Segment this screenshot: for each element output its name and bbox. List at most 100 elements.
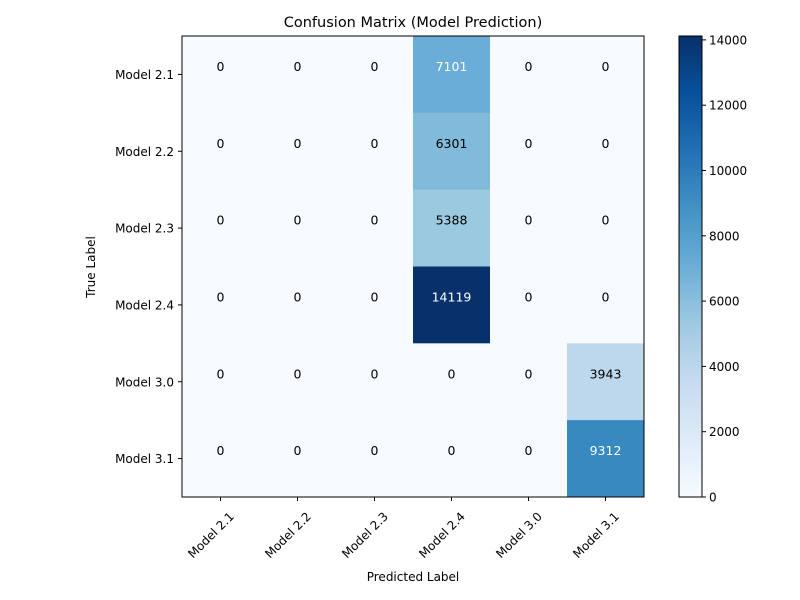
- colorbar-gradient: [678, 35, 703, 498]
- heatmap-cell: [182, 343, 260, 421]
- heatmap-cell: [259, 112, 337, 191]
- cell-value-label: 0: [448, 366, 456, 381]
- heatmap-cell: [567, 266, 645, 344]
- x-tick-label: Model 2.1: [185, 509, 237, 561]
- cell-value-label: 0: [525, 289, 533, 304]
- heatmap-cell: [490, 343, 568, 421]
- heatmap-cell: [259, 343, 337, 421]
- cell-value-label: 0: [217, 136, 225, 151]
- cell-value-label: 0: [448, 443, 456, 458]
- cell-value-label: 0: [371, 59, 379, 74]
- cell-value-label: 0: [294, 136, 302, 151]
- x-tick-label: Model 2.3: [339, 509, 391, 561]
- x-tick-label: Model 2.4: [416, 509, 468, 561]
- y-tick-label: Model 3.0: [115, 375, 174, 389]
- heatmap-cell: [567, 189, 645, 267]
- cell-value-label: 0: [371, 213, 379, 228]
- cell-value-label: 0: [217, 213, 225, 228]
- cell-value-label: 0: [602, 289, 610, 304]
- cell-value-label: 0: [371, 366, 379, 381]
- heatmap-cell: [413, 420, 491, 498]
- cell-value-label: 0: [602, 59, 610, 74]
- cell-value-label: 7101: [436, 59, 468, 74]
- cell-value-label: 0: [371, 136, 379, 151]
- heatmap-cell: [336, 266, 414, 344]
- cell-value-label: 0: [294, 213, 302, 228]
- plot-frame: [181, 35, 645, 498]
- heatmap-cell: [490, 420, 568, 498]
- heatmap-cell: [336, 420, 414, 498]
- cell-value-label: 0: [294, 289, 302, 304]
- cell-value-label: 6301: [436, 136, 468, 151]
- cell-value-label: 14119: [432, 289, 472, 304]
- heatmap-cell: [567, 343, 645, 421]
- heatmap-cell: [413, 112, 491, 191]
- heatmap-cell: [336, 189, 414, 267]
- heatmap-cell: [490, 112, 568, 191]
- heatmap-cell: [259, 189, 337, 267]
- cell-value-label: 0: [294, 443, 302, 458]
- cell-value-label: 0: [294, 366, 302, 381]
- colorbar-tick-label: 12000: [709, 99, 747, 113]
- colorbar-tick-label: 2000: [709, 425, 740, 439]
- cell-value-label: 0: [217, 59, 225, 74]
- heatmap-cell: [490, 36, 568, 114]
- colorbar-tick-label: 6000: [709, 295, 740, 309]
- y-tick-label: Model 2.1: [115, 68, 174, 82]
- chart-title: Confusion Matrix (Model Prediction): [284, 15, 543, 31]
- heatmap-cell: [336, 343, 414, 421]
- heatmap-cell: [413, 36, 491, 114]
- colorbar-ticks: 0 2000 4000 6000 8000 10000 12000 14000: [702, 33, 747, 505]
- heatmap-cell: [567, 420, 645, 498]
- cell-value-label: 0: [525, 366, 533, 381]
- heatmap-cell: [413, 266, 491, 344]
- heatmap-cell: [182, 36, 260, 114]
- heatmap-cell: [413, 189, 491, 267]
- heatmap-cell: [182, 112, 260, 191]
- cell-value-label: 0: [525, 59, 533, 74]
- cell-value-label: 0: [602, 213, 610, 228]
- cell-value-label: 0: [371, 443, 379, 458]
- heatmap-cell: [182, 189, 260, 267]
- cell-value-label: 0: [525, 443, 533, 458]
- heatmap-cell: [259, 420, 337, 498]
- x-tick-label: Model 3.1: [570, 509, 622, 561]
- x-tick-label: Model 3.0: [493, 509, 545, 561]
- cell-value-label: 3943: [590, 366, 622, 381]
- x-tick-label: Model 2.2: [262, 509, 314, 561]
- heatmap-cell: [182, 266, 260, 344]
- cell-value-label: 0: [525, 213, 533, 228]
- heatmap-cell: [490, 266, 568, 344]
- x-axis-ticks: Model 2.1 Model 2.2 Model 2.3 Model 2.4 Mode…: [185, 497, 622, 561]
- heatmap-cell: [336, 36, 414, 114]
- colorbar-tick-label: 4000: [709, 360, 740, 374]
- colorbar-tick-label: 14000: [709, 33, 747, 47]
- heatmap-cell: [567, 112, 645, 191]
- heatmap-cell: [259, 36, 337, 114]
- colorbar-tick-label: 0: [709, 491, 717, 505]
- cell-value-label: 0: [371, 289, 379, 304]
- colorbar-tick-label: 10000: [709, 164, 747, 178]
- cell-value-label: 5388: [436, 213, 468, 228]
- cell-value-label: 0: [217, 366, 225, 381]
- heatmap-cell: [567, 36, 645, 114]
- y-tick-label: Model 2.2: [115, 145, 174, 159]
- x-axis-label: Predicted Label: [367, 570, 460, 584]
- y-tick-label: Model 2.4: [115, 298, 174, 312]
- y-axis-ticks: Model 2.1 Model 2.2 Model 2.3 Model 2.4 Mode…: [115, 68, 182, 466]
- colorbar: 0 2000 4000 6000 8000 10000 12000 14000: [678, 33, 747, 505]
- cell-value-label: 0: [217, 289, 225, 304]
- colorbar-tick-label: 8000: [709, 229, 740, 243]
- heatmap-cell: [182, 420, 260, 498]
- heatmap-cells: 0 0 0 7101 0 0 0 0 0 6301 0 0 0 0 0 5388 0 0 0 0 0 14119 0 0 0 0 0…: [182, 36, 645, 498]
- cell-value-label: 9312: [590, 443, 622, 458]
- cell-value-label: 0: [602, 136, 610, 151]
- y-axis-label: True Label: [84, 236, 98, 299]
- y-tick-label: Model 3.1: [115, 452, 174, 466]
- heatmap-cell: [336, 112, 414, 191]
- cell-value-label: 0: [525, 136, 533, 151]
- heatmap-cell: [413, 343, 491, 421]
- y-tick-label: Model 2.3: [115, 222, 174, 236]
- cell-value-label: 0: [294, 59, 302, 74]
